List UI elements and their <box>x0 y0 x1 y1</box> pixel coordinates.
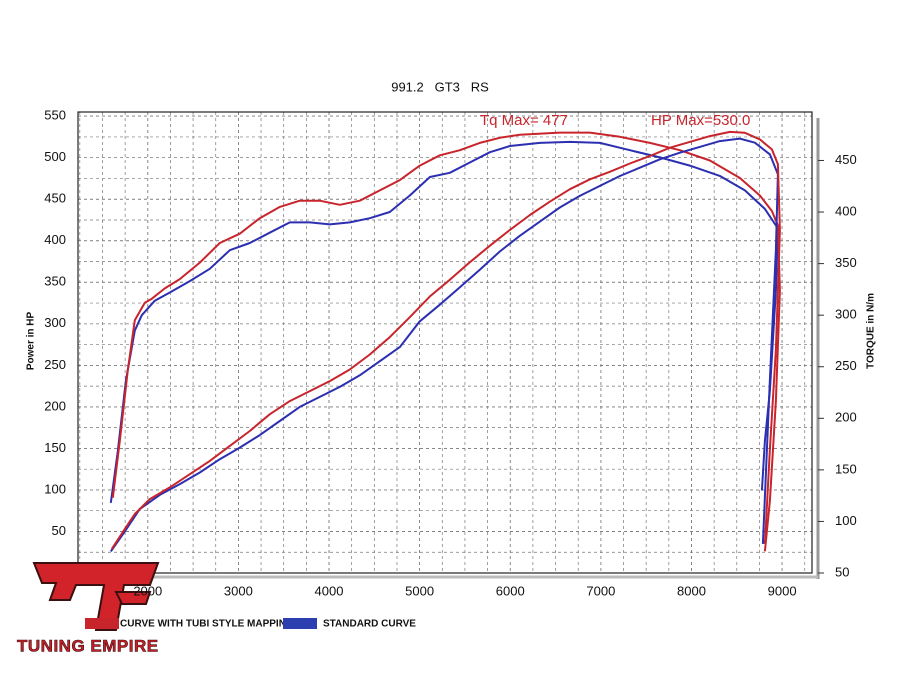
brand-name: TUNING EMPIRE <box>17 636 159 655</box>
y-tick-label: 200 <box>44 398 66 413</box>
legend-swatch <box>283 618 317 629</box>
curve <box>110 130 781 550</box>
y2-tick-label: 300 <box>835 307 857 322</box>
chart-title: 991.2 GT3 RS <box>391 79 489 94</box>
legend-label: STANDARD CURVE <box>323 619 416 630</box>
x-tick-label: 4000 <box>315 583 344 598</box>
x-tick-label: 5000 <box>405 583 434 598</box>
y-tick-label: 450 <box>44 191 66 206</box>
annotation: Tq Max= 477 <box>480 112 568 129</box>
y-axis-label: Power in HP <box>26 312 37 371</box>
y2-tick-label: 150 <box>835 461 857 476</box>
x-tick-label: 8000 <box>677 583 706 598</box>
legend-swatch <box>85 618 119 629</box>
y-tick-label: 250 <box>44 357 66 372</box>
curve <box>109 137 779 552</box>
y-tick-label: 300 <box>44 315 66 330</box>
legend: CURVE WITH TUBI STYLE MAPPING STANDARD CU… <box>85 618 416 630</box>
y-tick-label: 100 <box>44 481 66 496</box>
x-tick-label: 2000 <box>133 583 162 598</box>
x-tick-label: 9000 <box>768 583 797 598</box>
y2-tick-label: 400 <box>835 203 857 218</box>
y-tick-label: 400 <box>44 232 66 247</box>
curve <box>111 131 781 552</box>
plot-frame <box>77 111 813 574</box>
y-tick-label: 50 <box>52 523 66 538</box>
y-tick-label: 550 <box>44 108 66 123</box>
y-tick-label: 350 <box>44 274 66 289</box>
x-tick-label: 7000 <box>586 583 615 598</box>
grid <box>78 112 812 574</box>
y2-tick-label: 100 <box>835 513 857 528</box>
logo <box>32 562 160 631</box>
x-tick-label: 6000 <box>496 583 525 598</box>
x-tick-label: 3000 <box>224 583 253 598</box>
legend-label: CURVE WITH TUBI STYLE MAPPING <box>120 619 294 630</box>
y-tick-label: 150 <box>44 440 66 455</box>
y2-tick-label: 200 <box>835 410 857 425</box>
y2-tick-label: 250 <box>835 358 857 373</box>
curve <box>109 140 779 504</box>
annotation: HP Max=530.0 <box>651 112 750 129</box>
curves <box>109 130 781 552</box>
y2-tick-label: 350 <box>835 255 857 270</box>
y2-tick-label: 450 <box>835 152 857 167</box>
y-tick-label: 500 <box>44 149 66 164</box>
y2-axis-label: TORQUE in N/m <box>866 293 877 369</box>
y2-tick-label: 50 <box>835 564 849 579</box>
